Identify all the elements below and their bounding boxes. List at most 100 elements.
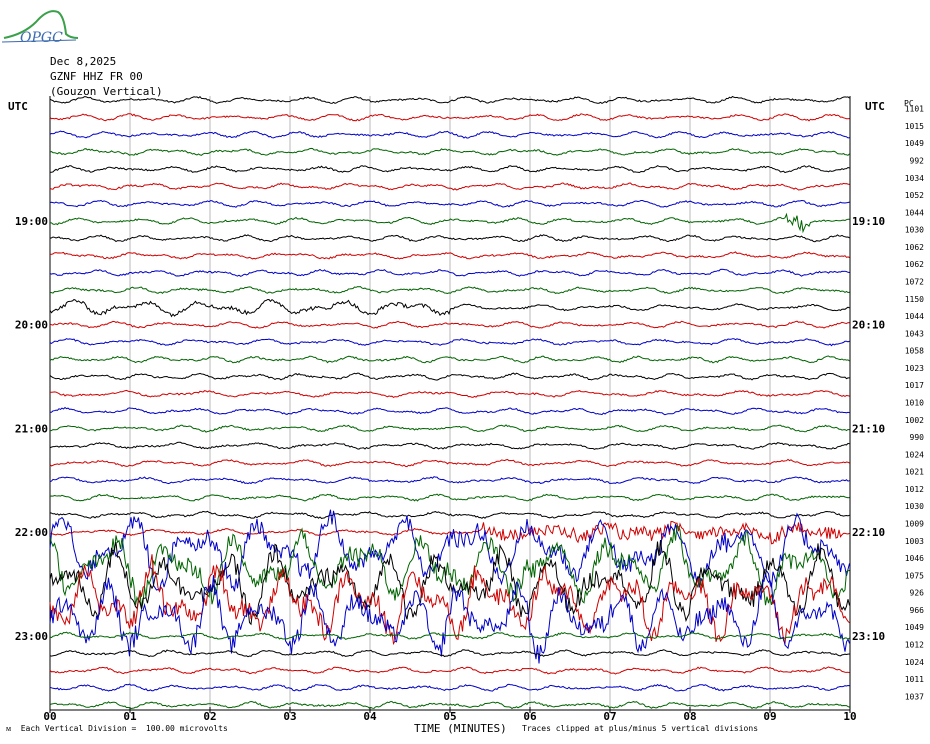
trace-line xyxy=(50,406,850,416)
x-tick-label: 10 xyxy=(843,710,856,723)
trace-line xyxy=(49,234,850,243)
right-hour-label: 22:10 xyxy=(852,526,885,539)
x-axis-title: TIME (MINUTES) xyxy=(414,722,507,735)
pc-value: 1075 xyxy=(905,571,924,580)
trace-line xyxy=(49,539,850,626)
pc-value: 1062 xyxy=(905,260,924,269)
pc-value: 1024 xyxy=(905,450,924,459)
trace-line xyxy=(49,476,850,485)
opgc-logo: OPGC xyxy=(1,10,79,46)
trace-line xyxy=(49,199,850,208)
trace-line xyxy=(49,389,850,398)
trace-line xyxy=(49,130,850,139)
pc-value: 1030 xyxy=(905,226,924,235)
trace-line xyxy=(49,554,850,646)
pc-value: 1024 xyxy=(905,658,924,667)
scale-note: ᴍ Each Vertical Division = 100.00 microv… xyxy=(6,724,228,733)
x-tick-label: 00 xyxy=(43,710,56,723)
left-hour-label: 19:00 xyxy=(15,215,48,228)
trace-line xyxy=(49,251,850,260)
x-tick-label: 01 xyxy=(123,710,137,723)
station-code: GZNF HHZ FR 00 xyxy=(50,70,143,83)
axis-labels: 00 01 02 03 04 05 06 07 08 09 10 UTC UTC 19:00 20:00 21… xyxy=(8,99,924,723)
left-hour-label: 23:00 xyxy=(15,630,48,643)
pc-value: 1011 xyxy=(905,675,924,684)
right-hour-label: 21:10 xyxy=(852,422,885,435)
trace-line xyxy=(49,372,850,381)
trace-line xyxy=(49,700,850,710)
pc-value: 1049 xyxy=(905,623,924,632)
trace-line xyxy=(49,510,850,519)
x-tick-label: 06 xyxy=(523,710,537,723)
trace-line xyxy=(50,165,850,174)
trace-line xyxy=(49,573,850,664)
pc-value: 1010 xyxy=(905,399,924,408)
trace-line xyxy=(49,509,850,592)
pc-value: 1044 xyxy=(905,312,924,321)
x-tick-label: 09 xyxy=(763,710,776,723)
trace-line xyxy=(49,355,850,364)
pc-value: 1049 xyxy=(905,139,924,148)
trace-line xyxy=(49,631,850,640)
x-tick-label: 03 xyxy=(283,710,296,723)
trace-line xyxy=(49,493,850,502)
trace-line xyxy=(49,95,850,104)
trace-line xyxy=(49,649,850,658)
station-location: (Gouzon Vertical) xyxy=(50,85,163,98)
x-tick-label: 08 xyxy=(683,710,696,723)
pc-value: 1072 xyxy=(905,278,924,287)
pc-value: 1009 xyxy=(905,520,924,529)
pc-header: PC xyxy=(904,99,914,108)
trace-line xyxy=(49,524,850,610)
right-utc-label: UTC xyxy=(865,100,885,113)
pc-value: 1046 xyxy=(905,554,924,563)
left-hour-label: 21:00 xyxy=(15,422,48,435)
left-hour-label: 20:00 xyxy=(15,319,48,332)
clip-note: Traces clipped at plus/minus 5 vertical … xyxy=(522,724,759,733)
trace-line xyxy=(49,458,850,468)
trace-line xyxy=(49,520,850,545)
pc-value: 1150 xyxy=(905,295,924,304)
pc-value: 1012 xyxy=(905,485,924,494)
trace-line xyxy=(49,683,850,692)
time-grid xyxy=(49,96,851,713)
pc-value: 1062 xyxy=(905,243,924,252)
right-hour-label: 23:10 xyxy=(852,630,885,643)
trace-line xyxy=(49,286,850,295)
trace-line xyxy=(49,268,850,277)
left-utc-label: UTC xyxy=(8,100,28,113)
pc-value: 1003 xyxy=(905,537,924,546)
trace-line xyxy=(49,298,850,318)
trace-line xyxy=(49,441,850,450)
x-tick-label: 04 xyxy=(363,710,377,723)
left-hour-label: 22:00 xyxy=(15,526,48,539)
pc-value: 1044 xyxy=(905,208,924,217)
x-tick-label: 07 xyxy=(603,710,616,723)
right-hour-label: 20:10 xyxy=(852,319,885,332)
trace-line xyxy=(49,113,850,122)
pc-value: 1030 xyxy=(905,502,924,511)
pc-value: 1037 xyxy=(905,692,924,701)
pc-value: 1012 xyxy=(905,641,924,650)
trace-line xyxy=(49,338,850,347)
trace-line xyxy=(49,212,850,234)
pc-value: 926 xyxy=(910,589,925,598)
pc-value: 966 xyxy=(910,606,925,615)
trace-line xyxy=(49,666,850,675)
pc-value: 990 xyxy=(910,433,925,442)
pc-value: 1101 xyxy=(905,105,924,114)
pc-value: 992 xyxy=(910,157,925,166)
pc-value: 1017 xyxy=(905,381,924,390)
pc-value: 1052 xyxy=(905,191,924,200)
trace-line xyxy=(49,147,850,156)
pc-value: 1002 xyxy=(905,416,924,425)
seismic-traces xyxy=(49,95,850,710)
logo-text: OPGC xyxy=(20,30,63,46)
x-tick-label: 05 xyxy=(443,710,456,723)
pc-value: 1043 xyxy=(905,329,924,338)
pc-value: 1021 xyxy=(905,468,924,477)
pc-value: 1023 xyxy=(905,364,924,373)
chart-date: Dec 8,2025 xyxy=(50,55,117,68)
pc-value: 1015 xyxy=(905,122,924,131)
